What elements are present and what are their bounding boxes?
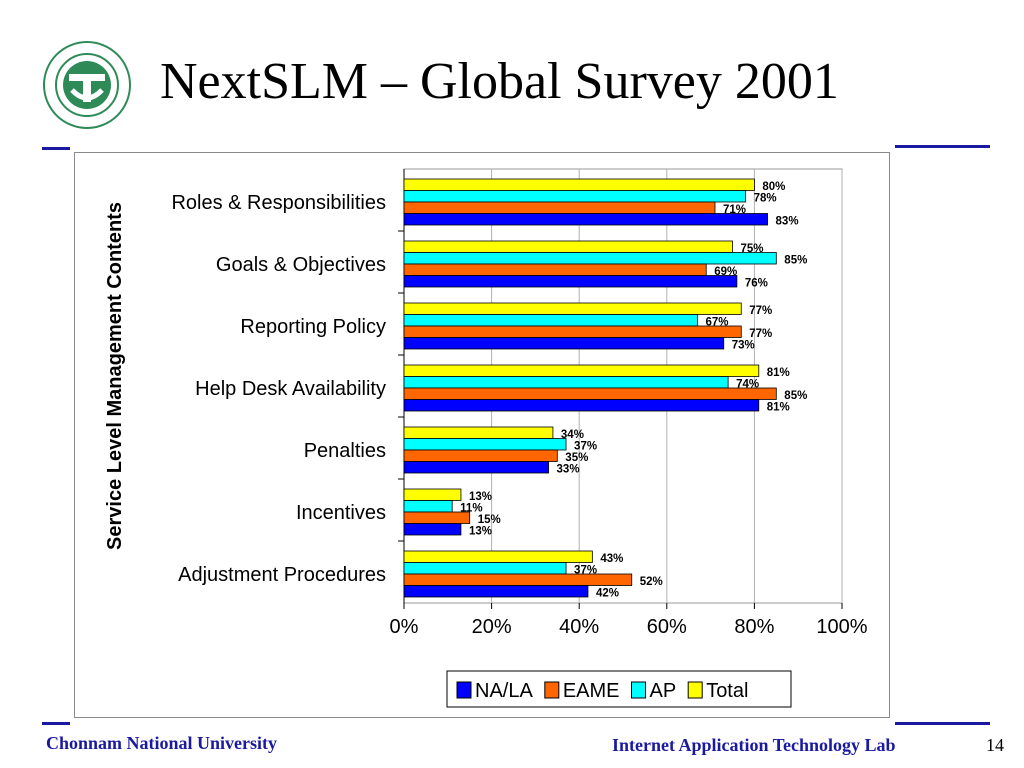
data-label: 13%: [469, 491, 492, 503]
bar-na-la-goals-objectives: [403, 275, 738, 288]
title-rule-left: [42, 147, 70, 150]
data-label: 74%: [736, 378, 759, 390]
bar-na-la-reporting-policy: [403, 337, 725, 350]
data-label: 15%: [478, 514, 501, 526]
legend-swatch-eame: [544, 681, 560, 699]
bar-eame-reporting-policy: [403, 325, 742, 338]
legend-label-ap: AP: [650, 680, 677, 702]
bar-ap-penalties: [403, 438, 567, 451]
bar-ap-help-desk-availability: [403, 376, 729, 389]
page-number: 14: [986, 735, 1004, 755]
data-label: 77%: [749, 305, 772, 317]
bar-na-la-penalties: [403, 461, 549, 474]
bar-eame-penalties: [403, 449, 558, 462]
bar-eame-incentives: [403, 511, 471, 524]
bar-eame-roles-responsibilities: [403, 201, 716, 214]
category-label-reporting-policy: Reporting Policy: [240, 316, 386, 338]
data-label: 11%: [460, 502, 482, 514]
x-tick-label: 20%: [472, 616, 512, 638]
legend-box: [446, 670, 792, 708]
bar-eame-help-desk-availability: [403, 387, 777, 400]
bar-total-help-desk-availability: [403, 364, 760, 377]
data-label: 76%: [745, 277, 768, 289]
category-label-help-desk-availability: Help Desk Availability: [195, 378, 386, 400]
bar-total-goals-objectives: [403, 240, 733, 253]
data-label: 81%: [767, 401, 790, 413]
category-label-incentives: Incentives: [296, 502, 386, 524]
data-label: 37%: [574, 440, 597, 452]
data-label: 35%: [565, 452, 588, 464]
data-label: 43%: [600, 553, 623, 565]
footer-lab: Internet Application Technology Lab: [612, 735, 896, 755]
legend-label-total: Total: [706, 680, 748, 702]
data-label: 77%: [749, 328, 772, 340]
data-label: 75%: [741, 243, 764, 255]
category-label-goals-objectives: Goals & Objectives: [216, 254, 386, 276]
x-tick-label: 80%: [734, 616, 774, 638]
data-label: 81%: [767, 367, 790, 379]
bar-na-la-help-desk-availability: [403, 399, 760, 412]
x-tick-label: 100%: [816, 616, 867, 638]
category-label-adjustment-procedures: Adjustment Procedures: [178, 564, 386, 586]
bar-ap-incentives: [403, 500, 453, 513]
data-label: 71%: [723, 204, 746, 216]
x-tick-label: 40%: [559, 616, 599, 638]
university-seal-logo: [43, 41, 131, 129]
bar-total-adjustment-procedures: [403, 550, 593, 563]
data-label: 37%: [574, 564, 597, 576]
legend-swatch-total: [687, 681, 703, 699]
slide-title: NextSLM – Global Survey 2001: [160, 53, 839, 110]
bar-ap-adjustment-procedures: [403, 562, 567, 575]
bar-total-incentives: [403, 488, 462, 501]
title-rule-right: [895, 145, 990, 148]
data-label: 80%: [762, 181, 785, 193]
bar-eame-adjustment-procedures: [403, 573, 633, 586]
bar-ap-goals-objectives: [403, 252, 777, 265]
data-label: 34%: [561, 429, 584, 441]
category-label-roles-responsibilities: Roles & Responsibilities: [171, 192, 386, 214]
bar-total-penalties: [403, 426, 554, 439]
bar-na-la-incentives: [403, 523, 462, 536]
bar-total-roles-responsibilities: [403, 178, 755, 191]
footer-university: Chonnam National University: [46, 733, 278, 753]
data-label: 13%: [469, 525, 492, 537]
bar-total-reporting-policy: [403, 302, 742, 315]
data-label: 67%: [705, 316, 728, 328]
legend-swatch-na-la: [456, 681, 472, 699]
chart-frame: 0% 20% 40% 60% 80% 100% Roles & Responsibiliti…: [74, 152, 890, 718]
category-label-penalties: Penalties: [304, 440, 386, 462]
x-tick-label: 0%: [390, 616, 419, 638]
data-label: 33%: [557, 463, 580, 475]
data-label: 52%: [640, 576, 663, 588]
x-tick-label: 60%: [647, 616, 687, 638]
footer-rule-left: [42, 722, 70, 725]
legend-swatch-ap: [631, 681, 646, 699]
data-label: 69%: [714, 266, 737, 278]
bar-eame-goals-objectives: [403, 263, 707, 276]
data-label: 85%: [784, 254, 807, 266]
data-label: 73%: [732, 339, 755, 351]
bar-na-la-adjustment-procedures: [403, 585, 589, 598]
bar-ap-roles-responsibilities: [403, 190, 747, 203]
data-label: 83%: [776, 215, 799, 227]
bar-na-la-roles-responsibilities: [403, 213, 768, 226]
data-label: 78%: [754, 192, 777, 204]
data-label: 85%: [784, 390, 807, 402]
footer-rule-right: [895, 722, 990, 725]
bar-chart: 0% 20% 40% 60% 80% 100% Roles & Responsibiliti…: [104, 168, 868, 708]
data-label: 42%: [596, 587, 619, 599]
legend-label-eame: EAME: [563, 680, 620, 702]
y-axis-title: Service Level Management Contents: [104, 202, 126, 550]
bar-ap-reporting-policy: [403, 314, 698, 327]
legend-label-na-la: NA/LA: [475, 680, 533, 702]
